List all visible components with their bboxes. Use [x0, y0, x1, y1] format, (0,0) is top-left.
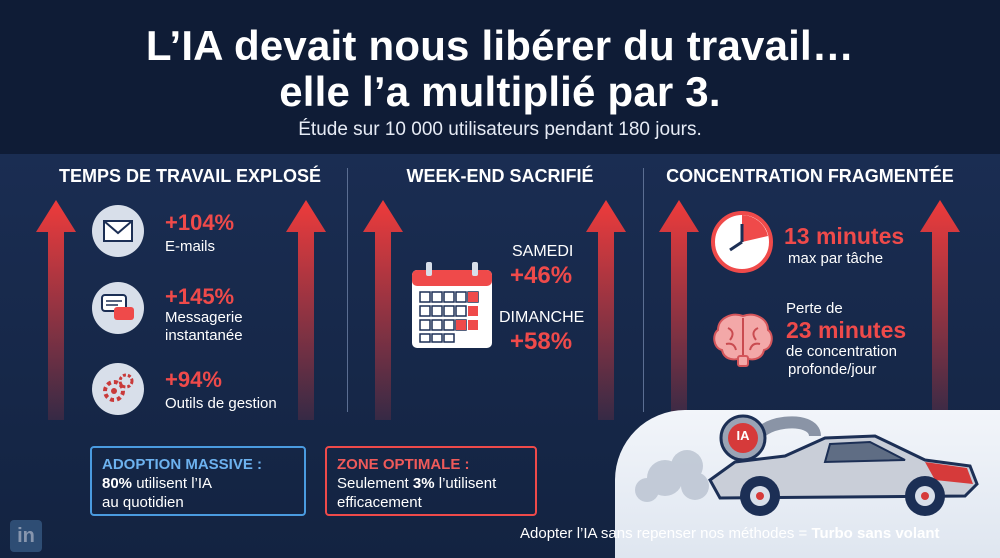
- clock-icon: [711, 211, 773, 273]
- task-minutes-value: 13 minutes: [784, 223, 905, 249]
- task-minutes-label: max par tâche: [788, 250, 884, 267]
- adoption-text-2: au quotidien: [102, 494, 184, 511]
- page-title-line2: elle l’a multiplié par 3.: [279, 68, 721, 115]
- chat-bubbles-icon: [92, 282, 144, 334]
- divider-left: [347, 168, 348, 412]
- calendar-icon: [412, 262, 492, 348]
- saturday-label: SAMEDI: [512, 243, 574, 260]
- footer-bold: Turbo sans volant: [811, 525, 940, 542]
- email-stat-value: +104%: [165, 210, 235, 235]
- optimal-text-2: efficacement: [337, 494, 422, 511]
- loss-label-1: de concentration: [786, 343, 897, 360]
- loss-label-2: profonde/jour: [788, 361, 877, 378]
- tools-stat-value: +94%: [165, 367, 222, 392]
- header-band: [0, 0, 1000, 154]
- turbo-car-icon: [635, 414, 979, 516]
- linkedin-logo: in: [10, 520, 42, 552]
- optimal-box: ZONE OPTIMALE : Seulement 3% l’utilisent…: [325, 446, 537, 516]
- page-title-line1: L’IA devait nous libérer du travail…: [145, 22, 855, 69]
- up-arrow-icon: [363, 200, 403, 420]
- gears-icon: [92, 363, 144, 415]
- optimal-percent: 3%: [412, 475, 435, 492]
- loss-minutes-value: 23 minutes: [786, 317, 907, 343]
- up-arrow-icon: [36, 200, 76, 420]
- messaging-stat-label-1: Messagerie: [165, 309, 243, 326]
- adoption-text: utilisent l’IA: [132, 475, 213, 492]
- optimal-text: l’utilisent: [434, 475, 497, 492]
- envelope-icon: [92, 205, 144, 257]
- up-arrow-icon: [920, 200, 960, 420]
- up-arrow-icon: [586, 200, 626, 420]
- section-title-weekend: WEEK-END SACRIFIÉ: [406, 166, 594, 186]
- up-arrow-icon: [659, 200, 699, 420]
- adoption-box: ADOPTION MASSIVE : 80% utilisent l’IA au…: [90, 446, 306, 516]
- messaging-stat-label-2: instantanée: [165, 327, 243, 344]
- optimal-title: ZONE OPTIMALE :: [337, 456, 470, 473]
- footer-tagline: Adopter l’IA sans repenser nos méthodes …: [520, 525, 940, 542]
- up-arrow-icon: [286, 200, 326, 420]
- divider-right: [643, 168, 644, 412]
- footer-text: Adopter l’IA sans repenser nos méthodes …: [520, 525, 812, 542]
- messaging-stat-value: +145%: [165, 284, 235, 309]
- sunday-value: +58%: [510, 328, 573, 355]
- sunday-label: DIMANCHE: [499, 309, 585, 326]
- saturday-value: +46%: [510, 262, 573, 289]
- adoption-percent: 80%: [102, 475, 133, 492]
- page-subtitle: Étude sur 10 000 utilisateurs pendant 18…: [298, 119, 702, 140]
- tools-stat-label: Outils de gestion: [165, 395, 277, 412]
- section-title-work: TEMPS DE TRAVAIL EXPLOSÉ: [58, 166, 322, 186]
- brain-icon: [713, 313, 773, 367]
- turbo-badge: IA: [736, 428, 750, 443]
- section-title-focus: CONCENTRATION FRAGMENTÉE: [666, 166, 954, 186]
- adoption-title: ADOPTION MASSIVE :: [102, 456, 263, 473]
- loss-prefix: Perte de: [786, 300, 843, 317]
- email-stat-label: E-mails: [165, 238, 216, 255]
- optimal-text-pre: Seulement: [337, 475, 413, 492]
